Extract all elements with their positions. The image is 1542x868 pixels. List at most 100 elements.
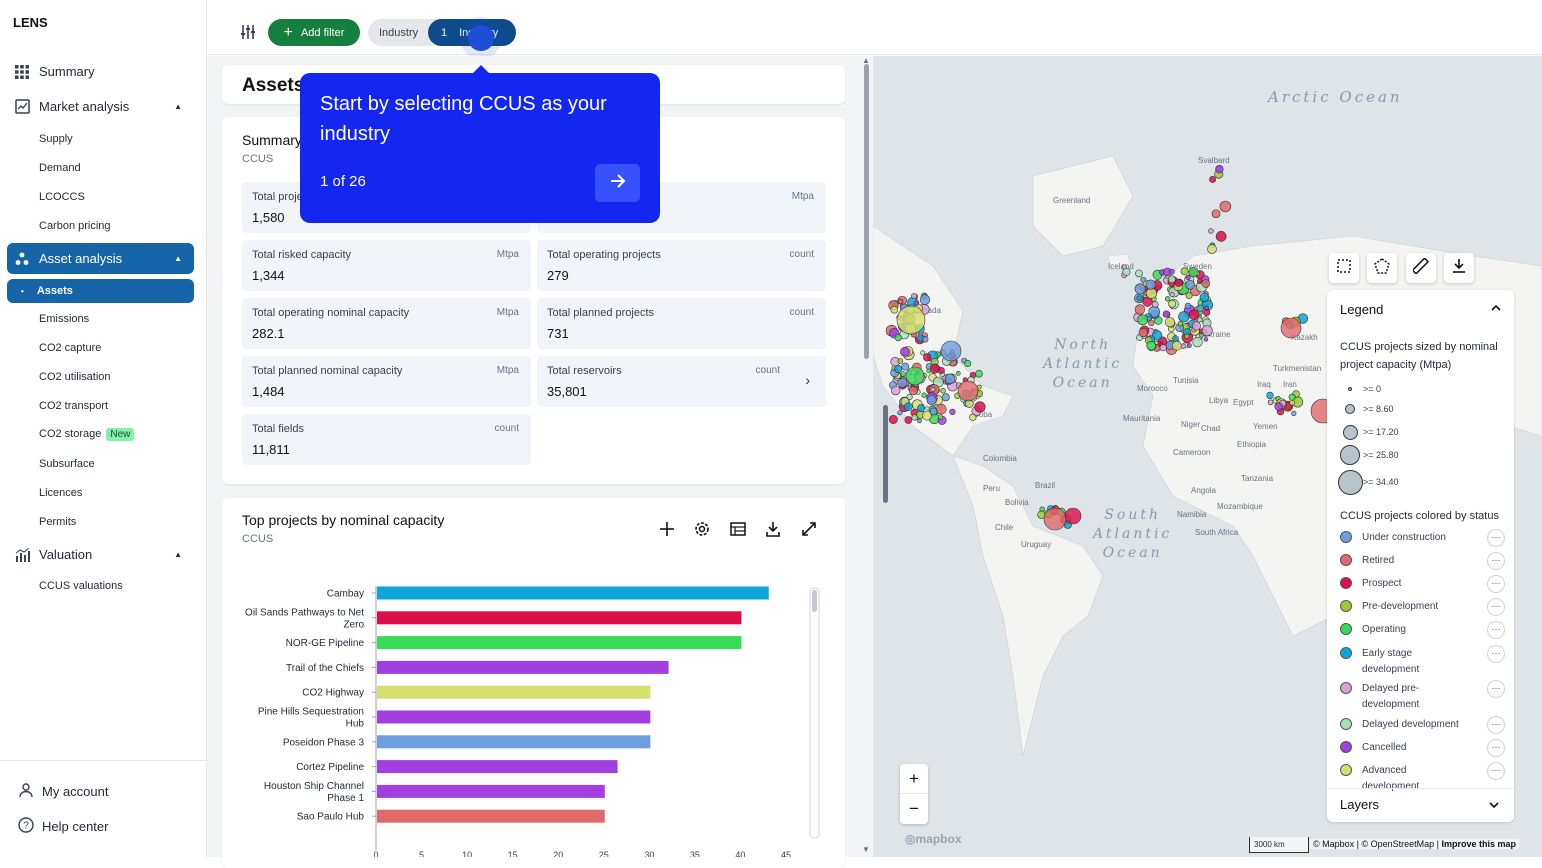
more-options-icon[interactable]: ··· — [1487, 762, 1505, 780]
project-marker[interactable] — [1162, 310, 1170, 318]
project-marker[interactable] — [1211, 209, 1221, 219]
project-marker[interactable] — [926, 368, 932, 374]
project-marker[interactable] — [1186, 343, 1192, 348]
scrollbar-thumb[interactable] — [864, 64, 869, 359]
more-options-icon[interactable]: ··· — [1487, 598, 1505, 616]
improve-map-link[interactable]: Improve this map — [1441, 839, 1517, 849]
more-options-icon[interactable]: ··· — [1487, 739, 1505, 757]
sidebar-subitem-co2-utilisation[interactable]: CO2 utilisation — [39, 371, 111, 383]
project-marker[interactable] — [926, 395, 937, 406]
project-marker[interactable] — [1196, 278, 1203, 285]
project-marker[interactable] — [1289, 399, 1296, 406]
project-marker[interactable] — [900, 346, 910, 357]
project-marker[interactable] — [1184, 302, 1192, 310]
metric-total-reservoirs[interactable]: Total reservoirs count 35,801 › — [537, 356, 826, 407]
project-marker[interactable] — [1151, 301, 1159, 308]
project-marker[interactable] — [1043, 507, 1067, 531]
project-marker[interactable] — [929, 407, 938, 416]
tour-next-button[interactable] — [595, 164, 640, 202]
project-marker[interactable] — [949, 408, 956, 415]
scroll-up-icon[interactable]: ▲ — [862, 56, 870, 65]
industry-filter-chip[interactable]: Industry 1 Industry — [368, 19, 516, 46]
bar[interactable] — [377, 611, 742, 625]
attribution-text[interactable]: © Mapbox | © OpenStreetMap | — [1313, 839, 1439, 849]
project-marker[interactable] — [974, 401, 986, 413]
sidebar-item-valuation[interactable]: Valuation ▲ — [7, 540, 194, 569]
project-marker[interactable] — [1146, 340, 1156, 351]
project-marker[interactable] — [1185, 275, 1191, 281]
project-marker[interactable] — [894, 364, 903, 374]
project-marker[interactable] — [1185, 280, 1195, 290]
project-marker[interactable] — [913, 300, 920, 306]
project-marker[interactable] — [900, 371, 906, 377]
bar[interactable] — [377, 636, 742, 650]
measure-tool[interactable] — [1406, 253, 1436, 283]
project-marker[interactable] — [1122, 267, 1131, 276]
project-marker[interactable] — [964, 359, 972, 367]
chevron-up-icon[interactable] — [1490, 302, 1502, 317]
project-marker[interactable] — [1180, 267, 1189, 276]
sidebar-subitem-emissions[interactable]: Emissions — [39, 313, 90, 325]
project-marker[interactable] — [908, 386, 918, 396]
project-marker[interactable] — [905, 366, 925, 386]
sidebar-subitem-ccus-valuations[interactable]: CCUS valuations — [39, 580, 123, 592]
project-marker[interactable] — [888, 415, 898, 424]
project-marker[interactable] — [955, 370, 961, 376]
project-marker[interactable] — [1174, 278, 1183, 287]
sidebar-item-asset-analysis[interactable]: Asset analysis ▲ — [7, 243, 194, 274]
project-marker[interactable] — [904, 416, 913, 424]
sidebar-subitem-co2-capture[interactable]: CO2 capture — [39, 342, 102, 354]
project-marker[interactable] — [894, 334, 902, 342]
sidebar-subitem-permits[interactable]: Permits — [39, 516, 77, 528]
project-marker[interactable] — [1188, 309, 1200, 321]
sidebar-subitem-assets[interactable]: • Assets — [7, 279, 194, 303]
project-marker[interactable] — [1266, 391, 1274, 400]
project-marker[interactable] — [1267, 399, 1274, 406]
project-marker[interactable] — [1201, 279, 1211, 288]
project-marker[interactable] — [917, 404, 926, 413]
project-marker[interactable] — [1177, 321, 1184, 327]
rectangle-select-tool[interactable] — [1329, 253, 1359, 283]
project-marker[interactable] — [897, 377, 908, 388]
sidebar-subitem-supply[interactable]: Supply — [39, 133, 73, 145]
chevron-right-icon[interactable]: › — [805, 372, 810, 388]
project-marker[interactable] — [1168, 299, 1177, 308]
map-side-handle[interactable] — [883, 405, 888, 503]
project-marker[interactable] — [1203, 308, 1211, 317]
more-options-icon[interactable]: ··· — [1487, 680, 1505, 698]
project-marker[interactable] — [1164, 317, 1175, 328]
more-options-icon[interactable]: ··· — [1487, 621, 1505, 639]
zoom-in-button[interactable]: + — [900, 764, 928, 794]
table-icon[interactable] — [729, 520, 749, 540]
sidebar-subitem-demand[interactable]: Demand — [39, 162, 81, 174]
bar[interactable] — [377, 710, 651, 724]
project-marker[interactable] — [1159, 343, 1167, 352]
bar[interactable] — [377, 760, 618, 774]
chevron-down-icon[interactable] — [1488, 798, 1500, 816]
project-marker[interactable] — [940, 387, 946, 394]
project-marker[interactable] — [890, 305, 899, 314]
project-marker[interactable] — [1199, 292, 1210, 303]
left-panel-scrollbar[interactable] — [862, 56, 872, 857]
expand-icon[interactable] — [800, 520, 820, 540]
project-marker[interactable] — [1203, 337, 1209, 342]
project-marker[interactable] — [911, 414, 918, 421]
sidebar-subitem-carbon-pricing[interactable]: Carbon pricing — [39, 220, 111, 232]
project-marker[interactable] — [1145, 279, 1156, 290]
project-marker[interactable] — [1196, 304, 1204, 312]
bar[interactable] — [377, 784, 605, 798]
project-marker[interactable] — [1178, 311, 1190, 323]
project-marker[interactable] — [1172, 335, 1179, 342]
bar[interactable] — [377, 660, 669, 674]
project-marker[interactable] — [897, 410, 903, 416]
project-marker[interactable] — [1135, 269, 1143, 278]
project-marker[interactable] — [969, 413, 977, 421]
project-marker[interactable] — [930, 387, 936, 392]
project-marker[interactable] — [944, 373, 956, 384]
more-options-icon[interactable]: ··· — [1487, 645, 1505, 663]
sidebar-item-summary[interactable]: Summary — [7, 57, 194, 86]
project-marker[interactable] — [1136, 295, 1143, 302]
project-marker[interactable] — [1288, 393, 1296, 401]
project-marker[interactable] — [1215, 231, 1227, 242]
more-options-icon[interactable]: ··· — [1487, 529, 1505, 547]
